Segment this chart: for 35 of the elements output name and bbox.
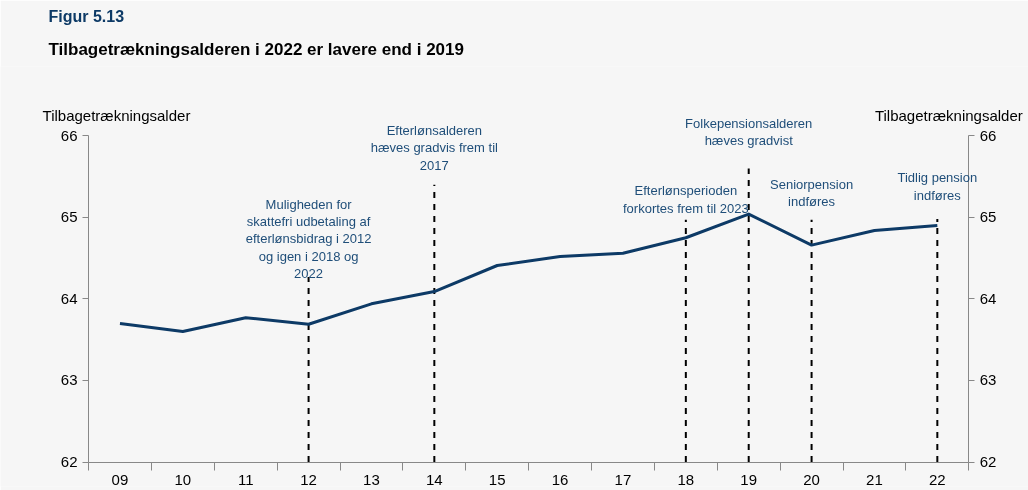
ref-line-label: Efterlønsperioden forkortes frem til 2023 [622,183,749,216]
x-tick-label: 20 [803,471,820,489]
x-tick-label: 10 [174,471,192,489]
x-tick-label: 12 [300,471,317,489]
x-tick-label: 14 [425,471,443,489]
ref-line-label: Muligheden for skattefri udbetaling af efterlønsbidrag i 2012 og igen i 2018 og 2022 [245,196,372,281]
line-series [118,212,939,334]
ref-line-label: Tidlig pension indføres [897,170,978,203]
y-tick-label: 62 [60,453,78,471]
y2-tick-label: 65 [979,208,997,226]
x-tick-label: 16 [551,471,569,489]
x-tick-label: 19 [740,471,758,489]
x-tick-label: 17 [614,471,632,489]
y2-tick-label: 64 [979,289,997,307]
y-tick-label: 66 [60,126,78,144]
ref-line-label: Efterlønsalderen hæves gradvis frem til 2017 [370,123,499,173]
ref-line-label: Seniorpension indføres [770,176,854,210]
y-axis-title: Tilbagetrækningsalder [42,106,191,124]
x-tick-label: 22 [928,471,946,489]
y-tick-label: 63 [60,371,78,389]
x-tick-label: 13 [363,471,380,489]
x-tick-label: 11 [237,471,254,489]
y2-axis-title: Tilbagetrækningsalder [874,106,1023,124]
chart-title: Figur 5.13 [48,7,125,25]
y2-tick-label: 66 [979,126,997,144]
y-tick-label: 65 [60,208,78,226]
chart-subtitle: Tilbagetrækningsalderen i 2022 er lavere end i 2019 [48,39,464,59]
x-tick-label: 09 [111,471,129,489]
ref-line-label: Folkepensionsalderen hæves gradvist [685,115,813,149]
x-tick-label: 18 [677,471,695,489]
y2-tick-label: 62 [979,453,997,471]
y2-tick-label: 63 [979,371,997,389]
x-tick-label: 15 [488,471,506,489]
x-tick-label: 21 [866,471,883,489]
y-tick-label: 64 [60,289,78,307]
